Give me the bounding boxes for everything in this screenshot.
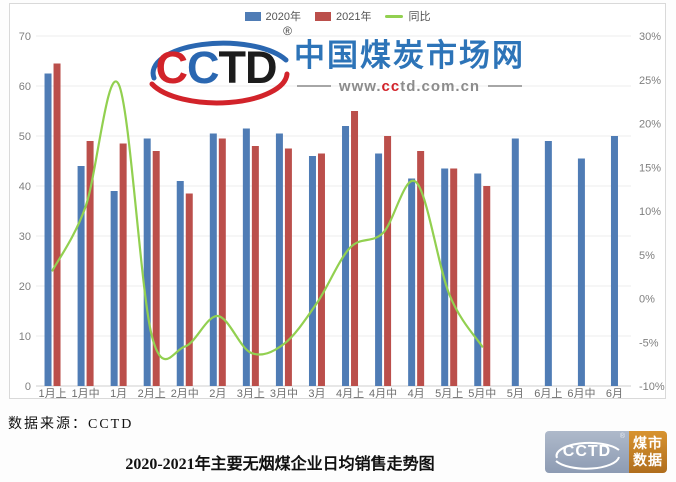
y-axis-right-tick: -5% [639,337,659,349]
bar-2020-13 [474,173,482,386]
bar-2021-10 [384,136,392,386]
y-axis-left-tick: 60 [19,81,31,93]
bar-2021-3 [152,151,160,386]
x-axis-tick: 6月 [606,388,623,398]
x-axis-tick: 6月中 [567,387,595,398]
legend-swatch-2021-icon [315,11,331,21]
chart-legend: 2020年 2021年 同比 [10,8,665,24]
x-axis-tick: 3月中 [270,387,298,398]
x-axis-tick: 4月中 [369,387,397,398]
legend-item-2021: 2021年 [315,8,371,24]
bar-2020-17 [610,136,618,386]
badge-cctd-text: CCTD [562,443,612,460]
x-axis-tick: 4月 [408,388,425,398]
bar-2020-8 [308,156,316,386]
y-axis-right-tick: 30% [639,31,661,43]
x-axis-tick: 1月 [110,388,127,398]
bar-2020-5 [209,133,217,386]
bar-2020-16 [577,158,585,386]
x-axis-labels: 1月上 1月中 1月 2月上 2月中 2月 3月上 3月中 3月 4月上 4月中 4月 5月上 5月中 5月… [38,387,623,398]
badge-registered-icon: ® [619,433,625,440]
bar-2020-7 [275,133,283,386]
gridlines [36,35,631,387]
x-axis-tick: 2月上 [138,387,166,398]
y-axis-right-tick: -10% [639,381,665,393]
legend-label-2020: 2020年 [265,11,301,23]
left-axis-labels: 70 60 50 40 30 20 10 0 [19,31,31,393]
legend-label-yoy: 同比 [408,11,431,23]
bars [44,63,618,386]
y-axis-left-tick: 10 [19,331,31,343]
y-axis-right-tick: 20% [639,119,661,131]
right-axis-labels: 30% 25% 20% 15% 10% 5% 0% -5% -10% [639,31,665,393]
bar-2020-10 [375,153,383,386]
yoy-line [51,80,484,361]
x-axis-tick: 1月上 [38,387,66,398]
badge-cctd-section: CCTD ® [545,431,629,473]
bar-2021-4 [185,193,193,386]
legend-label-2021: 2021年 [336,11,372,23]
data-source-note: 数据来源：CCTD [8,417,134,432]
bar-2020-14 [511,138,519,386]
bar-2021-9 [351,111,359,386]
badge-line2: 数据 [633,452,663,468]
bar-2020-6 [242,128,250,386]
chart-card: 2020年 2021年 同比 70 60 50 40 30 20 10 0 30% 25% 20% 1… [9,3,666,399]
bar-2021-2 [119,143,127,386]
y-axis-left-tick: 70 [19,31,31,43]
x-axis-tick: 4月上 [336,387,364,398]
bar-2020-4 [176,181,184,386]
badge-swoosh-icon [555,441,620,470]
cctd-meishi-badge: CCTD ® 煤市 数据 [545,431,667,473]
bar-2021-6 [251,146,259,386]
x-axis-tick: 3月 [308,388,325,398]
legend-item-2020: 2020年 [244,8,301,24]
x-axis-tick: 2月中 [171,387,199,398]
bar-2020-2 [110,191,118,386]
bar-2020-1 [77,166,85,386]
x-axis-tick: 1月中 [72,387,100,398]
badge-meishi-section: 煤市 数据 [629,431,667,473]
legend-line-yoy-icon [385,14,404,18]
x-axis-tick: 2月 [209,388,226,398]
bar-2021-8 [317,153,325,386]
x-axis-tick: 5月上 [435,387,463,398]
y-axis-left-tick: 20 [19,281,31,293]
bar-2020-0 [44,73,52,386]
chart-title: 2020-2021年主要无烟煤企业日均销售走势图 [125,456,435,473]
bar-2021-13 [483,186,491,386]
y-axis-left-tick: 50 [19,131,31,143]
legend-item-yoy: 同比 [385,8,430,24]
bar-2020-3 [143,138,151,386]
chart-plot: 70 60 50 40 30 20 10 0 30% 25% 20% 15% 10% 5% 0% -5% -10… [19,31,665,398]
badge-line1: 煤市 [633,434,663,451]
bar-2020-15 [544,141,552,386]
bar-2021-7 [284,148,292,386]
x-axis-tick: 5月中 [468,387,496,398]
x-axis-tick: 3月上 [237,387,265,398]
y-axis-right-tick: 25% [639,75,661,87]
x-axis-tick: 6月上 [534,387,562,398]
y-axis-right-tick: 0% [639,294,655,306]
bar-2021-12 [450,168,458,386]
y-axis-left-tick: 0 [25,381,31,393]
y-axis-right-tick: 15% [639,162,661,174]
x-axis-tick: 5月 [507,388,524,398]
y-axis-right-tick: 10% [639,206,661,218]
bar-2020-9 [342,126,350,386]
y-axis-left-tick: 40 [19,181,31,193]
bar-2020-11 [408,178,416,386]
bar-2021-0 [53,63,61,386]
legend-swatch-2020-icon [244,11,261,21]
bar-2021-1 [86,141,94,386]
y-axis-left-tick: 30 [19,231,31,243]
bar-2021-11 [417,151,425,386]
y-axis-right-tick: 5% [639,250,655,262]
bar-2021-5 [218,138,226,386]
